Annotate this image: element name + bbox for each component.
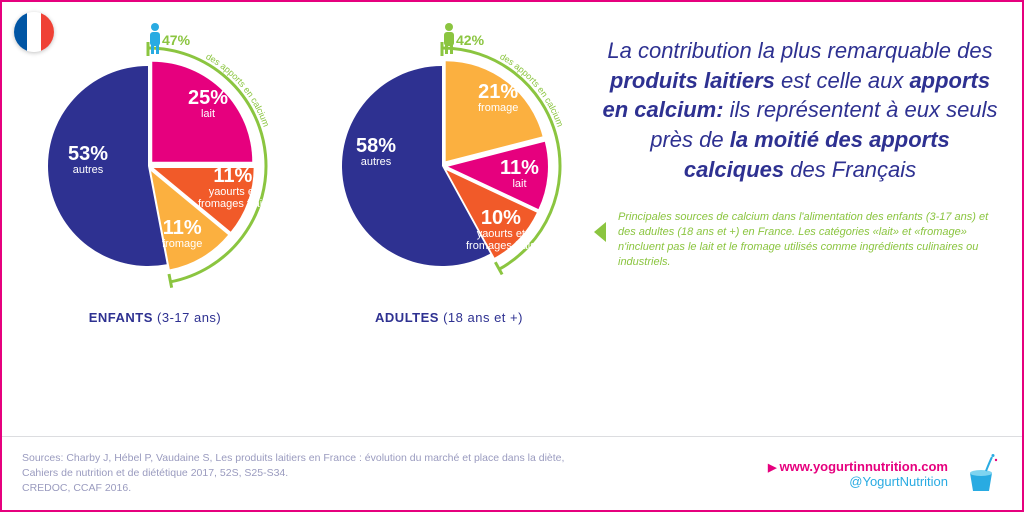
charts-area: des apports en calcium47%25%lait11%yaour… <box>20 16 584 414</box>
chart-title: ADULTES (18 ans et +) <box>375 310 523 325</box>
chart-title: ENFANTS (3-17 ans) <box>89 310 222 325</box>
yogurt-cup-icon <box>960 453 1002 495</box>
pie-chart: des apports en calcium47%25%lait11%yaour… <box>20 26 290 325</box>
chart-caption: Principales sources de calcium dans l'al… <box>602 210 998 269</box>
arc-percent-label: 42% <box>456 32 484 48</box>
arc-percent-label: 47% <box>162 32 190 48</box>
website-link[interactable]: www.yogurtinnutrition.com <box>768 459 948 474</box>
side-panel: La contribution la plus remarquable des … <box>602 16 1004 414</box>
twitter-handle[interactable]: @YogurtNutrition <box>768 474 948 489</box>
footer-right: www.yogurtinnutrition.com @YogurtNutriti… <box>768 453 1002 495</box>
headline-text: La contribution la plus remarquable des … <box>602 36 998 184</box>
main-content: des apports en calcium47%25%lait11%yaour… <box>2 2 1022 422</box>
person-icon <box>439 22 459 56</box>
pie-chart: des apports en calcium42%21%fromage11%la… <box>314 26 584 325</box>
footer: Sources: Charby J, Hébel P, Vaudaine S, … <box>2 436 1022 510</box>
person-icon <box>145 22 165 56</box>
pie-slice <box>48 66 167 266</box>
sources-text: Sources: Charby J, Hébel P, Vaudaine S, … <box>22 451 564 497</box>
